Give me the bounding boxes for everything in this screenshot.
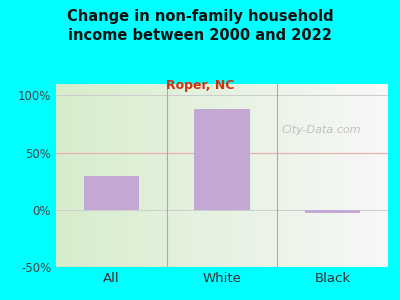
Bar — [305, 210, 360, 213]
Text: Change in non-family household
income between 2000 and 2022: Change in non-family household income be… — [67, 9, 333, 43]
Bar — [194, 109, 250, 210]
Text: Roper, NC: Roper, NC — [166, 80, 234, 92]
Bar — [84, 176, 139, 210]
Text: City-Data.com: City-Data.com — [282, 125, 361, 135]
